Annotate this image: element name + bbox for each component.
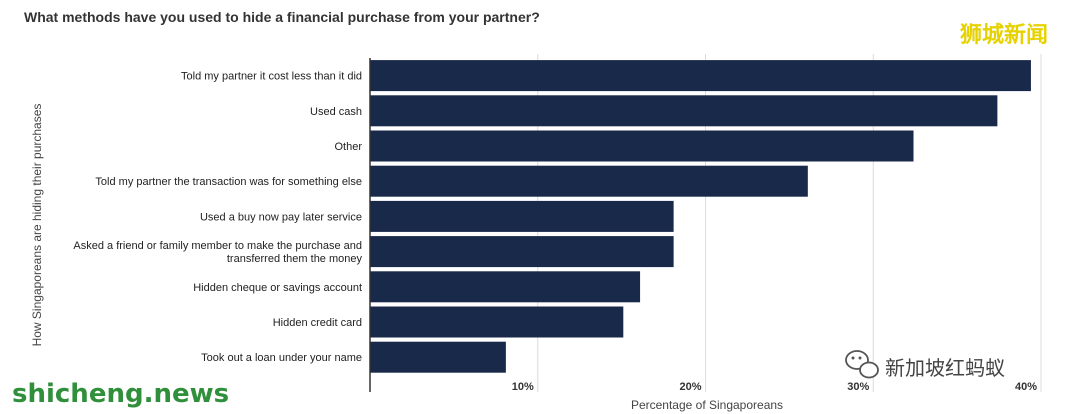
category-label: Told my partner it cost less than it did: [181, 71, 362, 83]
category-label-line: Used a buy now pay later service: [200, 211, 362, 223]
watermark-wechat: 新加坡红蚂蚁: [885, 356, 1005, 380]
category-label: Used cash: [310, 106, 362, 118]
category-label-line: Asked a friend or family member to make …: [73, 240, 362, 252]
category-label: Took out a loan under your name: [201, 352, 362, 364]
bar: [370, 95, 998, 127]
category-label: Used a buy now pay later service: [200, 211, 362, 223]
x-tick-labels: 10% 20% 30% 40%: [512, 381, 1037, 393]
category-label-line: Hidden cheque or savings account: [193, 282, 362, 294]
category-label: Told my partner the transaction was for …: [95, 176, 362, 188]
x-tick-label: 20%: [679, 381, 701, 393]
x-tick-label: 30%: [847, 381, 869, 393]
category-label: Other: [334, 141, 362, 153]
category-label-line: Told my partner the transaction was for …: [95, 176, 362, 188]
category-label: Hidden credit card: [273, 317, 362, 329]
category-label-line: Took out a loan under your name: [201, 352, 362, 364]
category-label-line: Used cash: [310, 106, 362, 118]
bar: [370, 306, 624, 338]
category-labels: Told my partner it cost less than it did…: [73, 71, 362, 365]
bar: [370, 236, 674, 268]
category-label-line: Hidden credit card: [273, 317, 362, 329]
bars: [370, 60, 1031, 373]
bar: [370, 200, 674, 232]
x-axis-title: Percentage of Singaporeans: [631, 398, 783, 412]
x-tick-label: 40%: [1015, 381, 1037, 393]
category-label-line: Told my partner it cost less than it did: [181, 71, 362, 83]
bar: [370, 341, 506, 373]
chart-title: What methods have you used to hide a fin…: [24, 9, 540, 25]
bar: [370, 60, 1031, 92]
category-label-line: Other: [334, 141, 362, 153]
bar: [370, 165, 808, 197]
y-axis-title: How Singaporeans are hiding their purcha…: [30, 104, 44, 347]
watermark-top-right: 狮城新闻: [960, 22, 1048, 48]
bar: [370, 130, 914, 162]
watermark-site: shicheng.news: [12, 379, 229, 409]
category-label-line: transferred them the money: [227, 253, 363, 265]
x-tick-label: 10%: [512, 381, 534, 393]
category-label: Hidden cheque or savings account: [193, 282, 362, 294]
bar: [370, 271, 641, 303]
wechat-icon: [845, 350, 879, 379]
category-label: Asked a friend or family member to make …: [73, 240, 362, 265]
